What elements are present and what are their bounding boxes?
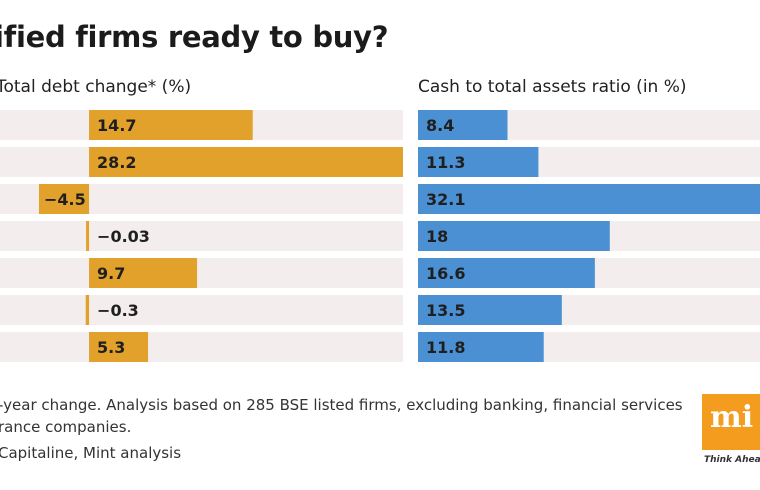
debt-bar	[85, 295, 90, 325]
cash-bar-label: 32.1	[426, 190, 465, 209]
cash-bar-label: 16.6	[426, 264, 465, 283]
debt-row-bg	[0, 332, 403, 362]
debt-bar	[89, 332, 149, 362]
debt-bar-label: −0.03	[97, 227, 150, 246]
debt-bar	[89, 147, 403, 177]
debt-bar-label: 9.7	[97, 264, 125, 283]
debt-bar-label: 5.3	[97, 338, 125, 357]
debt-row-bg	[0, 221, 403, 251]
cash-bar-label: 11.8	[426, 338, 465, 357]
cash-bar	[418, 221, 610, 251]
footnote-line-1: -year change. Analysis based on 285 BSE …	[0, 396, 683, 414]
cash-bar-label: 11.3	[426, 153, 465, 172]
debt-bar-label: 14.7	[97, 116, 136, 135]
cash-bar	[418, 332, 544, 362]
source-note: Capitaline, Mint analysis	[0, 444, 182, 462]
debt-panel-title: Total debt change* (%)	[0, 77, 192, 97]
logo-text: mi	[710, 400, 754, 435]
debt-bar-label: 28.2	[97, 153, 136, 172]
cash-bar	[418, 258, 595, 288]
debt-bar	[38, 184, 90, 214]
debt-bar-label: −4.5	[44, 190, 86, 209]
debt-bar	[89, 258, 198, 288]
footnote: -year change. Analysis based on 285 BSE …	[0, 394, 683, 438]
debt-row-bg	[0, 295, 403, 325]
cash-bar	[418, 295, 562, 325]
logo-tagline: Think Ahead	[704, 455, 760, 465]
mint-logo: mi	[702, 394, 760, 450]
debt-bar-label: −0.3	[97, 301, 139, 320]
cash-bar-label: 8.4	[426, 116, 454, 135]
cash-panel-title: Cash to total assets ratio (in %)	[418, 77, 687, 97]
cash-bar-label: 18	[426, 227, 448, 246]
cash-bar-label: 13.5	[426, 301, 465, 320]
debt-bar	[86, 221, 90, 251]
debt-row-bg	[0, 258, 403, 288]
cash-bar	[418, 184, 760, 214]
cash-bar	[418, 110, 508, 140]
bar-chart: 14.7 28.2 −4.5 −0.03 9.7 −0.3 5.3 8.4 11.3 32.1 18…	[0, 110, 760, 362]
footnote-line-2: rance companies.	[0, 418, 132, 436]
cash-bar	[418, 147, 539, 177]
debt-bar	[89, 110, 253, 140]
chart-title: ified firms ready to buy?	[0, 20, 389, 54]
